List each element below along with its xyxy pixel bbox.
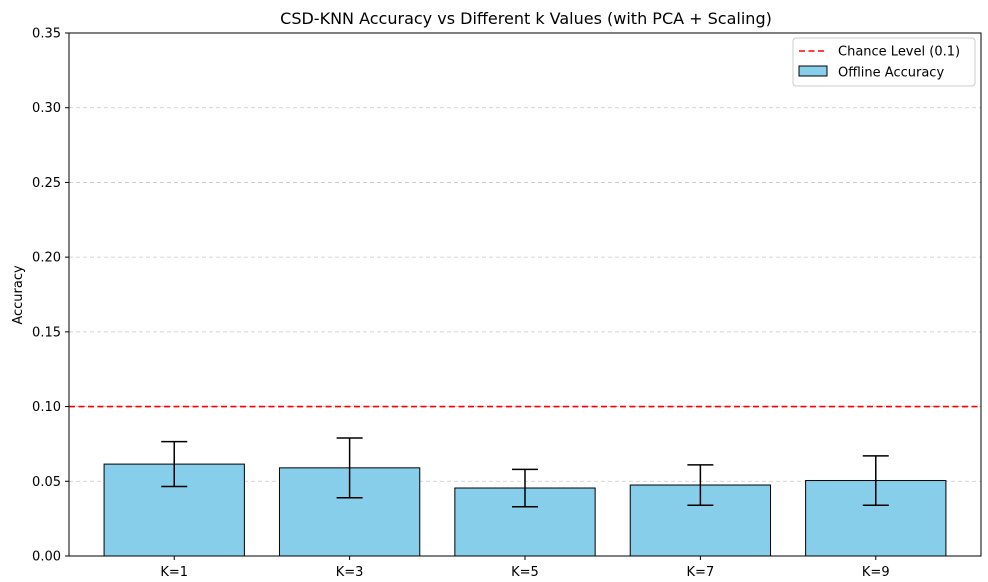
y-tick-label: 0.15 <box>32 325 61 340</box>
x-tick-label: K=5 <box>511 565 539 580</box>
legend-box <box>792 37 976 87</box>
x-tick-label: K=3 <box>336 565 364 580</box>
x-tick-label: K=7 <box>687 565 715 580</box>
y-axis-label: Accuracy <box>11 265 26 325</box>
legend-accuracy-swatch <box>798 65 828 77</box>
legend-chance-label: Chance Level (0.1) <box>838 45 960 60</box>
y-tick-label: 0.25 <box>32 176 61 191</box>
y-tick-label: 0.30 <box>32 101 61 116</box>
x-tick-label: K=9 <box>862 565 890 580</box>
y-tick-label: 0.10 <box>32 400 61 415</box>
y-tick-label: 0.35 <box>32 27 61 42</box>
legend: Chance Level (0.1) Offline Accuracy <box>792 37 976 87</box>
x-tick-label: K=1 <box>160 565 188 580</box>
y-axis-ticks: 0.00 0.05 0.10 0.15 0.20 0.25 0.30 0.35 <box>32 27 69 565</box>
grid-lines <box>69 107 981 482</box>
y-tick-label: 0.20 <box>32 251 61 266</box>
y-tick-label: 0.00 <box>32 550 61 565</box>
x-axis-ticks: K=1 K=3 K=5 K=7 K=9 <box>160 556 890 580</box>
chart-title: CSD-KNN Accuracy vs Different k Values (… <box>280 9 772 28</box>
legend-accuracy-label: Offline Accuracy <box>838 66 944 81</box>
error-bars-group <box>161 437 889 508</box>
y-tick-label: 0.05 <box>32 475 61 490</box>
